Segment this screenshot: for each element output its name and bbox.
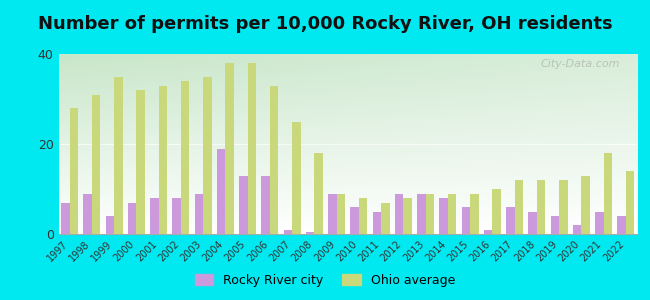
Bar bbox=[70, 108, 78, 234]
Bar bbox=[217, 148, 226, 234]
Bar bbox=[573, 225, 581, 234]
Bar bbox=[372, 212, 381, 234]
Bar bbox=[283, 230, 292, 234]
Bar bbox=[172, 198, 181, 234]
Bar bbox=[114, 76, 123, 234]
Bar bbox=[239, 176, 248, 234]
Bar bbox=[350, 207, 359, 234]
Bar bbox=[292, 122, 300, 234]
Bar bbox=[92, 94, 100, 234]
Bar bbox=[61, 202, 70, 234]
Bar bbox=[439, 198, 448, 234]
Bar bbox=[395, 194, 404, 234]
Bar bbox=[470, 194, 478, 234]
Bar bbox=[381, 202, 389, 234]
Bar bbox=[581, 176, 590, 234]
Bar bbox=[315, 153, 323, 234]
Bar bbox=[551, 216, 559, 234]
Bar bbox=[337, 194, 345, 234]
Bar bbox=[618, 216, 626, 234]
Bar bbox=[484, 230, 493, 234]
Bar bbox=[462, 207, 470, 234]
Bar bbox=[359, 198, 367, 234]
Bar bbox=[306, 232, 315, 234]
Bar bbox=[426, 194, 434, 234]
Bar bbox=[106, 216, 114, 234]
Bar bbox=[559, 180, 567, 234]
Bar bbox=[226, 63, 234, 234]
Bar bbox=[595, 212, 604, 234]
Bar bbox=[328, 194, 337, 234]
Text: City-Data.com: City-Data.com bbox=[540, 59, 619, 69]
Bar bbox=[181, 81, 189, 234]
Bar bbox=[448, 194, 456, 234]
Bar bbox=[248, 63, 256, 234]
Bar bbox=[136, 90, 145, 234]
Bar bbox=[604, 153, 612, 234]
Bar bbox=[515, 180, 523, 234]
Bar bbox=[150, 198, 159, 234]
Bar bbox=[203, 76, 212, 234]
Bar bbox=[493, 189, 501, 234]
Legend: Rocky River city, Ohio average: Rocky River city, Ohio average bbox=[191, 270, 459, 291]
Bar bbox=[417, 194, 426, 234]
Bar bbox=[506, 207, 515, 234]
Bar bbox=[194, 194, 203, 234]
Bar bbox=[404, 198, 412, 234]
Bar bbox=[83, 194, 92, 234]
Bar bbox=[128, 202, 136, 234]
Bar bbox=[626, 171, 634, 234]
Bar bbox=[537, 180, 545, 234]
Bar bbox=[159, 85, 167, 234]
Bar bbox=[270, 85, 278, 234]
Text: Number of permits per 10,000 Rocky River, OH residents: Number of permits per 10,000 Rocky River… bbox=[38, 15, 612, 33]
Bar bbox=[528, 212, 537, 234]
Bar bbox=[261, 176, 270, 234]
